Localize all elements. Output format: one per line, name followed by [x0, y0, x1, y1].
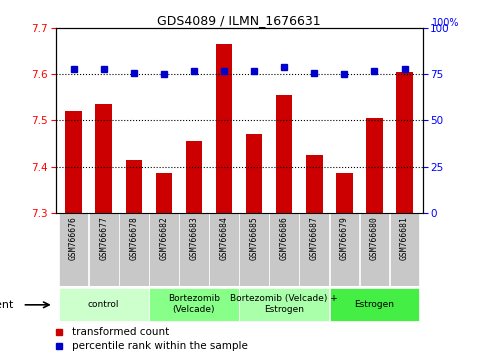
Bar	[239, 213, 269, 286]
Text: GSM766680: GSM766680	[370, 216, 379, 260]
Bar	[390, 213, 419, 286]
Title: GDS4089 / ILMN_1676631: GDS4089 / ILMN_1676631	[157, 14, 321, 27]
Bar	[396, 72, 413, 213]
Text: percentile rank within the sample: percentile rank within the sample	[72, 342, 248, 352]
Text: transformed count: transformed count	[72, 327, 170, 337]
Text: Estrogen: Estrogen	[355, 299, 395, 309]
Bar	[336, 173, 353, 213]
Bar	[89, 213, 119, 286]
Text: GSM766681: GSM766681	[400, 216, 409, 260]
Bar	[246, 134, 262, 213]
Bar	[359, 213, 389, 286]
Text: GSM766678: GSM766678	[129, 216, 138, 260]
Text: agent: agent	[0, 300, 14, 310]
Bar	[329, 288, 419, 321]
Bar	[179, 213, 209, 286]
Text: GSM766676: GSM766676	[69, 216, 78, 260]
Text: GSM766683: GSM766683	[189, 216, 199, 260]
Text: GSM766686: GSM766686	[280, 216, 289, 260]
Bar	[126, 160, 142, 213]
Bar	[59, 213, 88, 286]
Bar	[239, 288, 329, 321]
Bar	[185, 141, 202, 213]
Bar	[329, 213, 359, 286]
Text: GSM766682: GSM766682	[159, 216, 169, 260]
Bar	[65, 111, 82, 213]
Bar	[156, 173, 172, 213]
Text: GSM766677: GSM766677	[99, 216, 108, 260]
Bar	[119, 213, 149, 286]
Text: GSM766679: GSM766679	[340, 216, 349, 260]
Bar	[216, 45, 232, 213]
Bar	[59, 288, 149, 321]
Bar	[149, 288, 239, 321]
Bar	[366, 118, 383, 213]
Text: 100%: 100%	[432, 18, 459, 28]
Text: GSM766684: GSM766684	[220, 216, 228, 260]
Text: GSM766685: GSM766685	[250, 216, 258, 260]
Bar	[276, 95, 293, 213]
Text: control: control	[88, 299, 119, 309]
Bar	[149, 213, 179, 286]
Text: GSM766687: GSM766687	[310, 216, 319, 260]
Bar	[209, 213, 239, 286]
Bar	[299, 213, 329, 286]
Bar	[96, 104, 112, 213]
Text: Bortezomib (Velcade) +
Estrogen: Bortezomib (Velcade) + Estrogen	[230, 295, 338, 314]
Text: Bortezomib
(Velcade): Bortezomib (Velcade)	[168, 295, 220, 314]
Bar	[306, 155, 323, 213]
Bar	[270, 213, 299, 286]
